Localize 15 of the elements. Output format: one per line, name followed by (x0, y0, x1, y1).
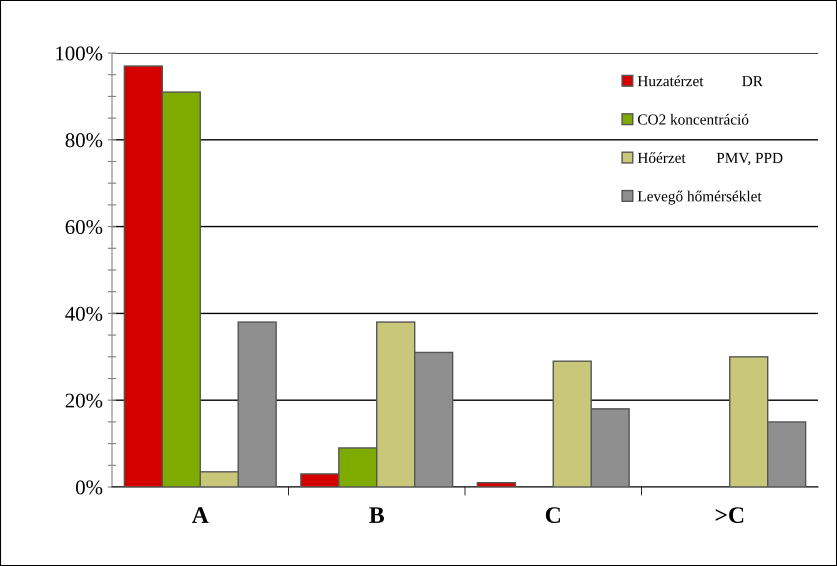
legend-label: Levegő hőmérséklet (638, 190, 762, 205)
x-tick-label: C (546, 507, 560, 524)
legend-label: CO2 koncentráció (638, 114, 748, 125)
legend-label: Hőérzet PMV, PPD (638, 152, 782, 166)
x-tick-label: A (192, 507, 209, 523)
y-tick-label: 40% (65, 306, 102, 321)
y-tick-label: 60% (66, 220, 102, 234)
legend-label: Huzatérzet DR (638, 76, 763, 86)
bar (476, 482, 516, 487)
y-tick-label: 100% (56, 46, 102, 60)
x-tick-label: >C (716, 507, 744, 524)
y-tick-label: 80% (66, 133, 102, 148)
y-tick-label: 0% (76, 480, 102, 494)
x-tick-label: B (369, 507, 384, 523)
y-tick-label: 20% (66, 394, 102, 408)
